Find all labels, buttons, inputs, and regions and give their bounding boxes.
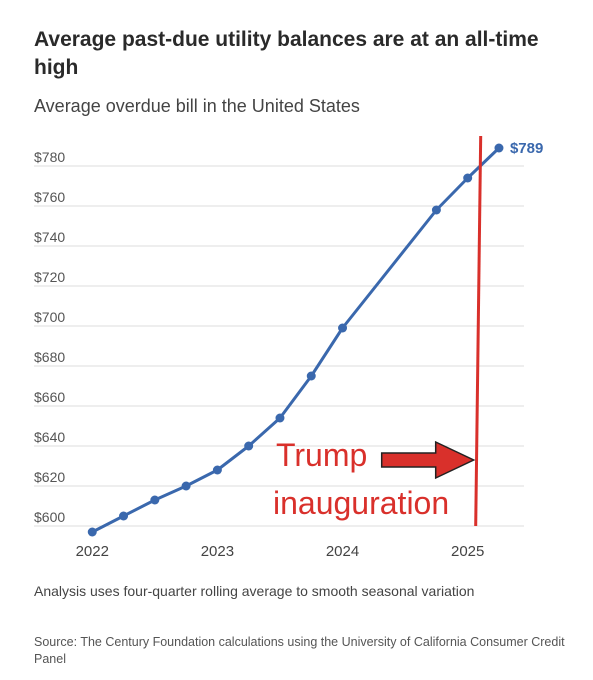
y-tick-label: $700 bbox=[34, 309, 65, 325]
chart-title: Average past-due utility balances are at… bbox=[34, 28, 539, 79]
arrow-icon bbox=[380, 440, 476, 480]
data-point bbox=[150, 495, 160, 505]
data-point bbox=[212, 465, 222, 475]
data-point bbox=[119, 511, 129, 521]
data-point bbox=[431, 205, 441, 215]
data-point bbox=[275, 413, 285, 423]
data-point bbox=[87, 527, 97, 537]
y-tick-label: $740 bbox=[34, 229, 65, 245]
y-axis-ticks: $600 $620 $640 $660 $680 $700 $720 $740 $760 $780 bbox=[34, 149, 65, 525]
data-point bbox=[306, 371, 316, 381]
x-tick-label: 2022 bbox=[76, 543, 109, 560]
y-tick-label: $760 bbox=[34, 189, 65, 205]
y-tick-label: $660 bbox=[34, 389, 65, 405]
inauguration-marker-line bbox=[474, 135, 483, 527]
y-tick-label: $620 bbox=[34, 469, 65, 485]
annotation-text-line2: inauguration bbox=[273, 485, 449, 521]
y-tick-label: $780 bbox=[34, 149, 65, 165]
source-note: Source: The Century Foundation calculati… bbox=[34, 635, 565, 666]
data-point bbox=[181, 481, 191, 491]
data-point bbox=[338, 323, 348, 333]
y-tick-label: $680 bbox=[34, 349, 65, 365]
y-tick-label: $600 bbox=[34, 509, 65, 525]
data-point bbox=[244, 441, 254, 451]
line-chart: $600 $620 $640 $660 $680 $700 $720 $740 $760 $780… bbox=[34, 135, 543, 560]
y-tick-label: $720 bbox=[34, 269, 65, 285]
annotation-text-line1: Trump bbox=[276, 437, 367, 473]
y-tick-label: $640 bbox=[34, 429, 65, 445]
data-points bbox=[87, 143, 504, 537]
data-point bbox=[463, 173, 473, 183]
x-axis-ticks: 2022 2023 2024 2025 bbox=[76, 543, 485, 560]
x-tick-label: 2024 bbox=[326, 543, 359, 560]
data-point bbox=[494, 143, 504, 153]
x-tick-label: 2025 bbox=[451, 543, 484, 560]
series-line bbox=[91, 146, 501, 534]
footnote: Analysis uses four-quarter rolling avera… bbox=[34, 583, 475, 599]
chart-subtitle: Average overdue bill in the United State… bbox=[34, 96, 360, 116]
last-value-label: $789 bbox=[510, 140, 543, 157]
x-tick-label: 2023 bbox=[201, 543, 234, 560]
